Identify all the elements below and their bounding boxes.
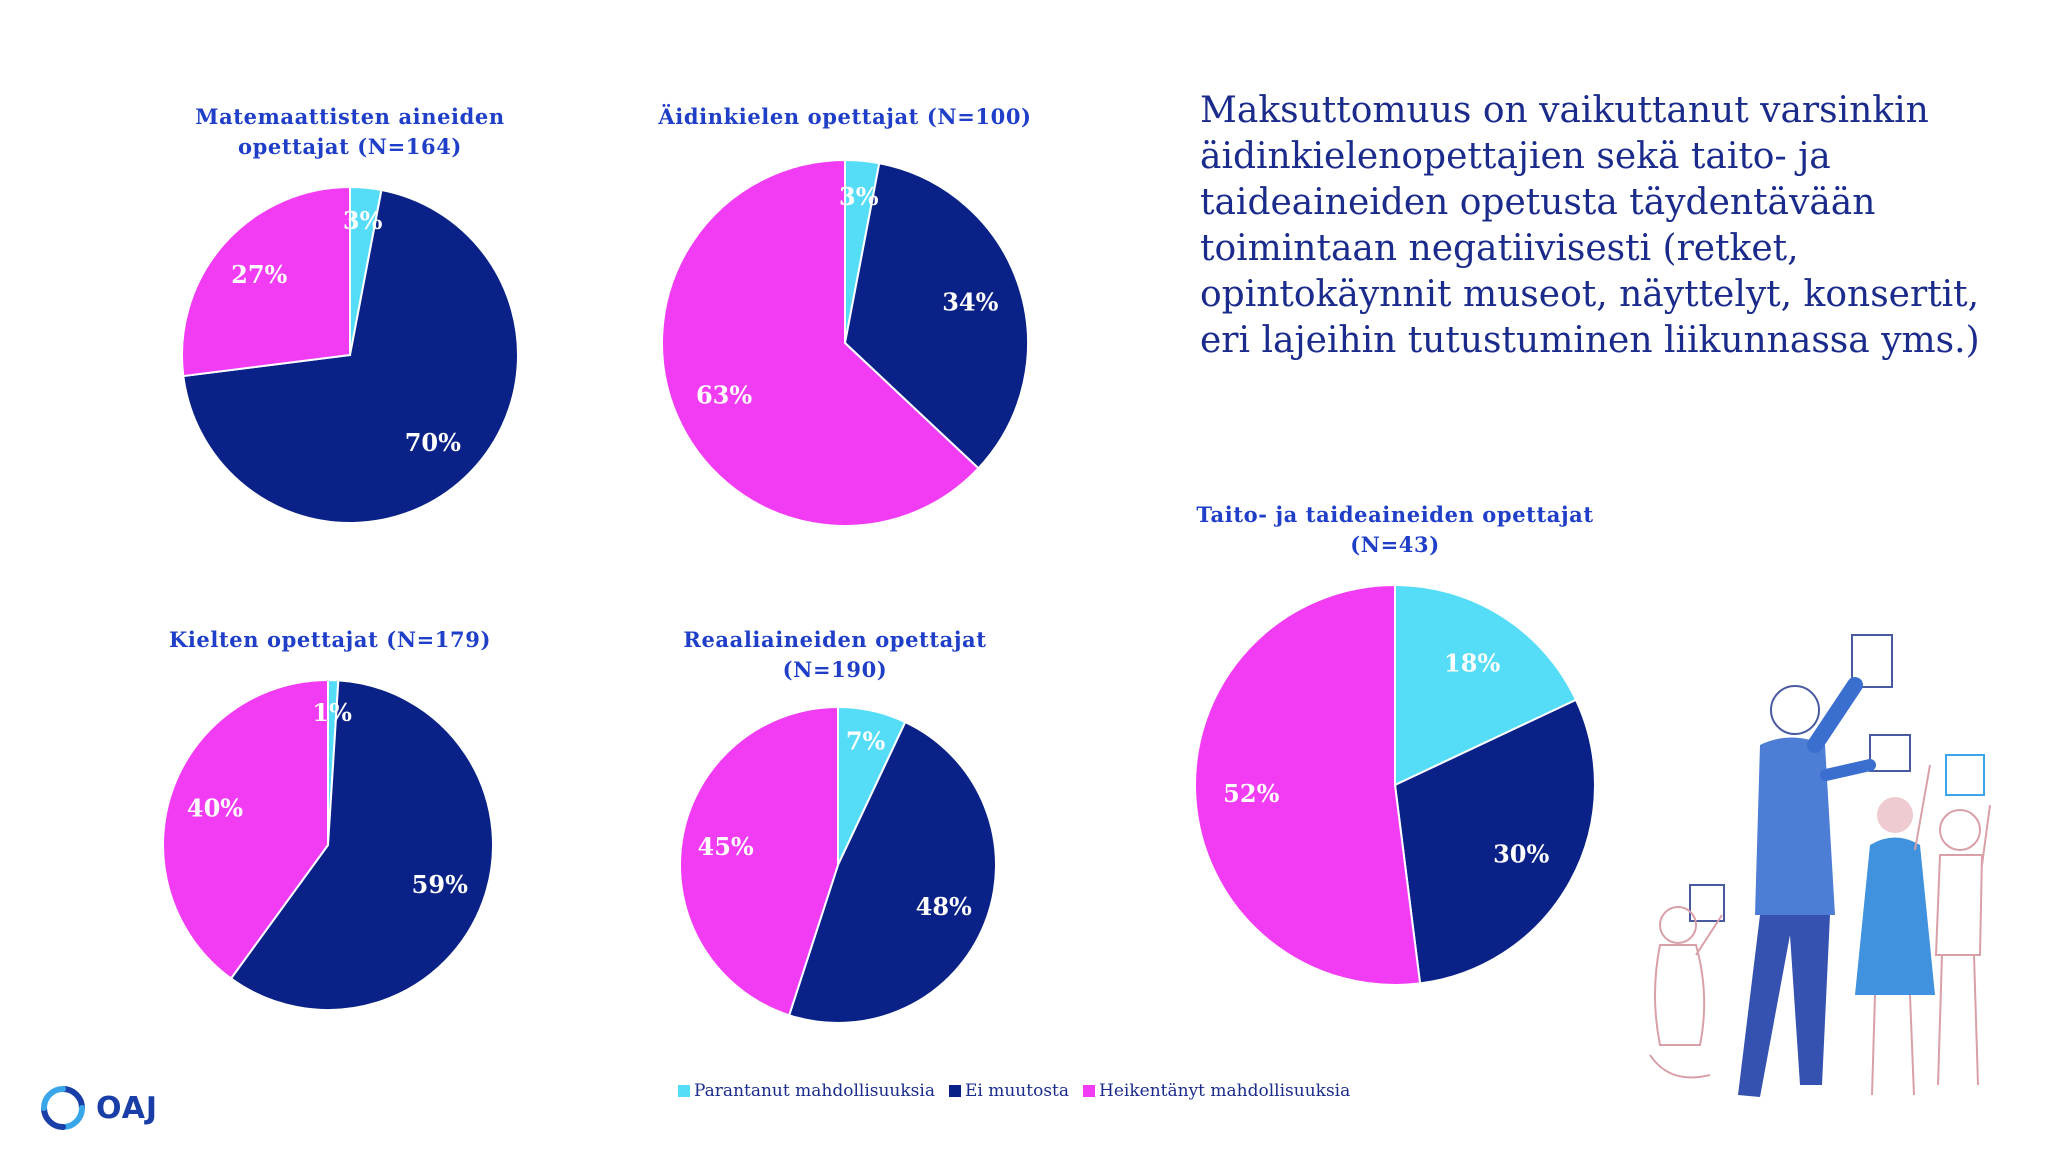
oaj-swirl-icon [41,1086,85,1130]
statement-text: Maksuttomuus on vaikuttanut varsinkin äi… [1200,90,1980,361]
pie-slice-no-change [1393,698,1596,985]
legend-item-no-change: Ei muutosta [948,1081,1070,1101]
pie-slice-no-change [843,162,1029,470]
legend-item-weakened: Heikentänyt mahdollisuuksia [1083,1081,1350,1101]
pie-slice-weakened [181,185,351,378]
pie-slice-label-no-change: 34% [942,287,998,316]
legend-label-improved: Parantanut mahdollisuuksia [694,1081,935,1101]
pie-slice-label-no-change: 70% [405,428,461,457]
oaj-logo: OAJ [40,1085,158,1131]
chart-title-mathematics: Matemaattisten aineiden opettajat (N=164… [195,104,505,159]
pie-slice-label-improved: 3% [343,206,383,235]
pie-slice-weakened [1194,583,1422,986]
pie-slice-weakened [661,158,980,527]
chart-legend: Parantanut mahdollisuuksia Ei muutosta H… [678,1081,1350,1101]
pie-slice-label-no-change: 59% [412,870,468,899]
legend-item-improved: Parantanut mahdollisuuksia [678,1081,935,1101]
chart-title-arts-and-skills: Taito- ja taideaineiden opettajat (N=43) [1196,502,1594,557]
teacher-and-children-drawing-icon [1649,634,1991,1097]
legend-label-no-change: Ei muutosta [964,1081,1070,1101]
legend-label-weakened: Heikentänyt mahdollisuuksia [1099,1081,1351,1101]
pie-slice-label-weakened: 52% [1223,779,1279,808]
pie-slice-weakened [678,705,839,1017]
chart-title-mother-tongue: Äidinkielen opettajat (N=100) [658,104,1032,129]
pie-slice-label-improved: 1% [312,698,352,727]
pie-slice-label-improved: 3% [839,182,879,211]
pie-slice-label-weakened: 27% [231,260,287,289]
legend-swatch-no-change [948,1085,961,1097]
pie-slice-no-change [787,720,998,1024]
chart-title-general-subjects: Reaaliaineiden opettajat (N=190) [683,627,987,682]
legend-swatch-weakened [1083,1085,1096,1097]
legend-swatch-improved [678,1085,690,1097]
pie-slice-no-change [182,188,519,524]
pie-slice-label-no-change: 30% [1493,839,1549,868]
pie-slice-no-change [229,679,494,1011]
pie-slice-improved [1394,583,1578,787]
pie-slice-label-weakened: 40% [187,793,243,822]
pie-slice-label-weakened: 45% [698,832,754,861]
pie-slice-weakened [162,678,329,980]
chart-title-languages: Kielten opettajat (N=179) [169,627,491,652]
pie-slice-label-improved: 7% [846,727,886,756]
pie-slice-label-no-change: 48% [916,892,972,921]
oaj-logo-text: OAJ [96,1090,159,1126]
pie-slice-label-improved: 18% [1444,648,1500,677]
pie-slice-label-weakened: 63% [696,380,752,409]
